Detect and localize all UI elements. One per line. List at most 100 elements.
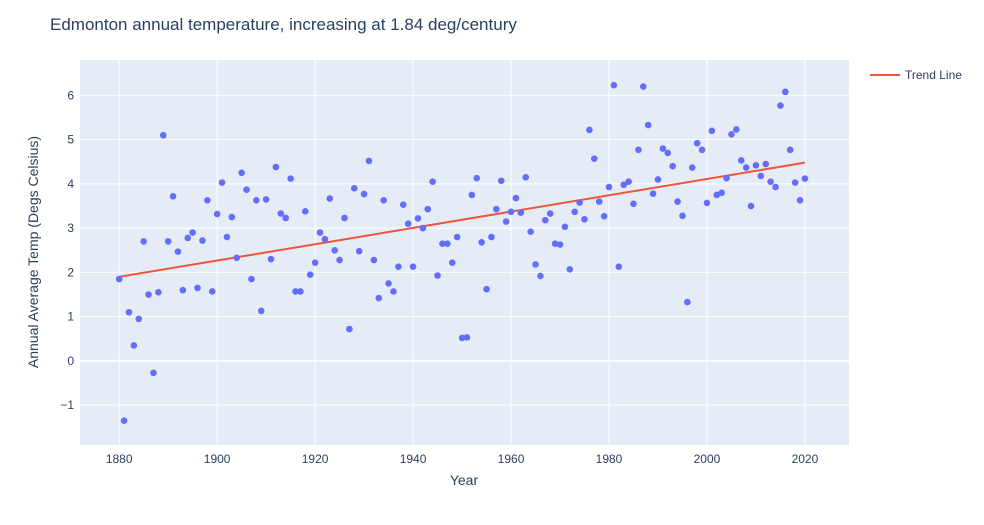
data-point	[140, 238, 147, 245]
data-point	[439, 240, 446, 247]
data-point	[458, 334, 466, 342]
y-tick-label: 2	[67, 265, 74, 279]
y-tick-label: 1	[67, 310, 74, 324]
data-point	[115, 275, 123, 283]
data-point	[723, 174, 730, 182]
data-point	[718, 189, 725, 197]
data-point	[218, 179, 226, 186]
data-point	[669, 162, 676, 170]
data-point	[444, 240, 451, 247]
data-point	[409, 263, 417, 270]
data-point	[581, 216, 588, 223]
data-point	[380, 196, 387, 204]
data-point	[248, 275, 255, 283]
data-point	[135, 315, 143, 323]
data-point	[233, 254, 241, 262]
data-point	[311, 259, 319, 266]
data-point	[194, 284, 201, 292]
data-point	[297, 288, 304, 295]
data-point	[473, 174, 481, 182]
y-tick-label: −1	[60, 398, 74, 412]
data-point	[767, 178, 774, 185]
data-point	[610, 81, 618, 89]
y-axis-ticks: −1 0 1 2 3 4 5 6	[60, 88, 74, 412]
legend[interactable]: Trend Line	[870, 68, 962, 82]
y-tick-label: 3	[67, 221, 74, 235]
data-point	[434, 272, 441, 279]
data-point	[336, 256, 343, 264]
data-point	[630, 200, 637, 208]
plot-area	[80, 60, 849, 445]
data-point	[341, 214, 348, 222]
data-point	[169, 192, 177, 200]
data-point	[571, 208, 579, 216]
data-point	[620, 181, 627, 189]
data-point	[395, 263, 402, 270]
data-point	[223, 233, 231, 241]
data-point	[257, 307, 265, 315]
data-point	[590, 155, 598, 162]
data-point	[693, 139, 701, 147]
data-point	[429, 178, 436, 185]
x-tick-label: 1960	[498, 452, 525, 466]
data-point	[463, 334, 471, 341]
data-point	[512, 194, 520, 202]
data-point	[302, 208, 309, 215]
data-point	[551, 240, 559, 247]
data-point	[321, 235, 329, 243]
data-point	[708, 127, 716, 135]
data-point	[791, 179, 799, 186]
data-point	[742, 164, 750, 171]
data-point	[228, 213, 236, 221]
data-point	[120, 417, 128, 424]
data-point	[184, 234, 192, 242]
data-point	[644, 121, 652, 129]
data-point	[762, 160, 770, 168]
data-point	[238, 169, 245, 177]
data-point	[145, 291, 152, 298]
data-point	[213, 210, 221, 218]
data-point	[365, 157, 373, 165]
chart-title: Edmonton annual temperature, increasing …	[50, 15, 517, 34]
data-point	[605, 183, 613, 191]
data-point	[728, 131, 735, 138]
data-point	[527, 228, 534, 236]
data-point	[179, 286, 187, 294]
data-point	[497, 177, 505, 185]
x-tick-label: 2000	[694, 452, 721, 466]
data-point	[150, 369, 157, 377]
data-point	[130, 342, 138, 349]
data-point	[688, 164, 696, 171]
data-point	[576, 199, 583, 206]
data-point	[370, 256, 378, 264]
data-point	[350, 185, 358, 192]
data-point	[566, 266, 574, 273]
data-point	[326, 195, 334, 202]
data-point	[698, 146, 706, 154]
data-point	[561, 223, 569, 231]
data-point	[782, 88, 789, 96]
data-point	[287, 175, 294, 182]
data-point	[346, 325, 353, 333]
data-point	[733, 126, 740, 133]
data-point	[164, 238, 172, 245]
data-point	[253, 196, 260, 204]
x-axis-title: Year	[450, 472, 479, 488]
data-point	[267, 255, 275, 263]
data-point	[703, 199, 711, 207]
data-point	[390, 288, 397, 295]
data-point	[282, 214, 290, 222]
data-point	[488, 233, 495, 241]
data-point	[478, 239, 485, 246]
data-point	[796, 196, 804, 204]
y-tick-label: 6	[67, 88, 74, 102]
data-point	[493, 205, 500, 213]
data-point	[649, 190, 657, 197]
data-point	[777, 102, 784, 109]
data-point	[757, 172, 765, 180]
grid-lines	[80, 60, 849, 445]
data-point	[155, 289, 162, 296]
data-point	[404, 220, 412, 228]
data-point	[747, 202, 755, 210]
data-point	[586, 126, 593, 134]
